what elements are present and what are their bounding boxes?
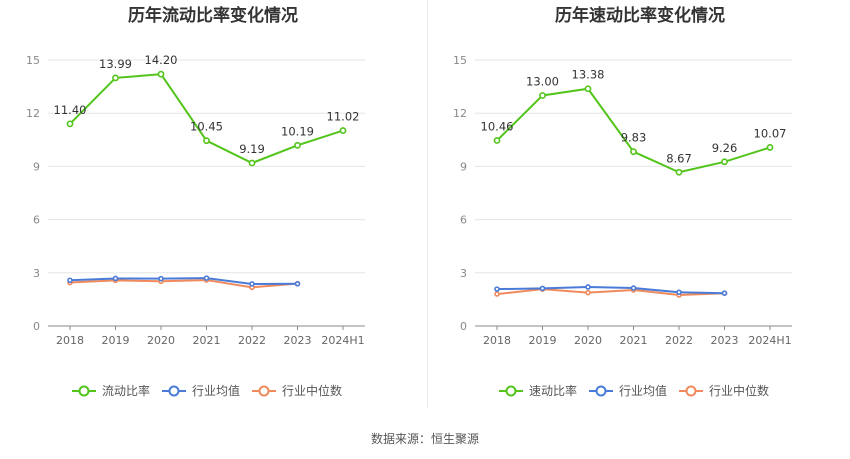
data-point [203, 275, 210, 281]
x-tick-label: 2020 [574, 334, 602, 347]
data-label: 10.07 [754, 126, 787, 140]
data-point [112, 74, 119, 82]
data-point [248, 159, 256, 167]
chart-divider [427, 0, 428, 408]
y-tick-label: 9 [460, 160, 467, 173]
data-point [493, 137, 501, 144]
legend-marker [78, 385, 90, 397]
data-label: 9.83 [621, 131, 647, 145]
y-tick-label: 12 [453, 107, 467, 120]
data-point [630, 285, 637, 291]
y-tick-label: 3 [460, 267, 467, 280]
data-label: 13.99 [99, 57, 132, 71]
data-point [157, 70, 165, 78]
data-label: 10.45 [190, 120, 223, 134]
chart-title: 历年流动比率变化情况 [128, 5, 298, 26]
data-point [675, 168, 683, 176]
data-point [584, 85, 592, 93]
data-point [766, 144, 774, 151]
legend-label: 速动比率 [529, 383, 577, 398]
x-tick-label: 2019 [102, 334, 130, 347]
x-tick-label: 2023 [711, 334, 739, 347]
legend-label: 行业中位数 [282, 383, 342, 398]
legend-item: 速动比率 [499, 383, 577, 398]
data-point [676, 289, 682, 296]
legend-item: 行业均值 [589, 383, 667, 398]
data-point [539, 92, 546, 99]
legend-marker [168, 385, 180, 397]
legend-item: 行业中位数 [679, 383, 769, 398]
legend-item: 行业中位数 [252, 383, 342, 398]
legend-label: 行业均值 [192, 383, 240, 398]
data-point [585, 289, 591, 296]
data-source-note: 数据来源：恒生聚源 [370, 432, 479, 446]
series-line-0 [69, 73, 344, 165]
data-point [249, 281, 255, 287]
data-label: 13.38 [572, 68, 605, 82]
data-label: 8.67 [666, 151, 692, 165]
data-label: 13.00 [526, 74, 559, 88]
series-line-1 [496, 285, 725, 295]
legend-marker [595, 385, 607, 397]
y-tick-label: 3 [33, 267, 40, 280]
legend-item: 流动比率 [72, 383, 150, 398]
y-tick-label: 6 [33, 214, 40, 227]
data-point [721, 158, 728, 166]
data-label: 9.26 [712, 141, 738, 155]
data-point [721, 290, 728, 296]
y-tick-label: 0 [460, 320, 467, 333]
data-point [112, 275, 119, 282]
y-tick-label: 15 [453, 54, 467, 67]
data-point [67, 277, 73, 284]
x-tick-label: 2018 [56, 334, 84, 347]
x-tick-label: 2022 [238, 334, 266, 347]
data-point [294, 280, 301, 287]
data-point [158, 275, 164, 282]
data-point [494, 291, 500, 297]
y-tick-label: 9 [33, 160, 40, 173]
data-label: 10.19 [281, 124, 314, 138]
data-label: 11.02 [327, 110, 360, 124]
x-tick-label: 2020 [147, 334, 175, 347]
x-tick-label: 2021 [620, 334, 648, 347]
x-tick-label: 2022 [665, 334, 693, 347]
series-line-2 [496, 288, 725, 296]
data-label: 11.40 [54, 103, 87, 117]
x-tick-label: 2021 [193, 334, 221, 347]
data-point [539, 285, 546, 292]
x-tick-label: 2019 [529, 334, 557, 347]
x-tick-label: 2023 [284, 334, 312, 347]
legend-label: 行业均值 [619, 383, 667, 398]
data-label: 14.20 [145, 53, 178, 67]
data-point [630, 148, 637, 156]
quick-ratio-chart: 历年速动比率变化情况 0 3 6 9 12 15 2018 2019 2020 2021 2022 20… [453, 5, 792, 398]
data-point [339, 127, 347, 134]
series-line-2 [69, 279, 298, 289]
y-tick-label: 0 [33, 320, 40, 333]
data-point [66, 120, 74, 128]
data-point [294, 141, 301, 149]
data-point [585, 284, 591, 290]
y-tick-label: 6 [460, 214, 467, 227]
y-tick-label: 12 [26, 107, 40, 120]
legend-marker [258, 385, 270, 397]
data-label: 10.46 [481, 120, 514, 134]
data-point [203, 137, 210, 145]
y-tick-label: 15 [26, 54, 40, 67]
legend-label: 流动比率 [102, 383, 150, 398]
series-line-1 [69, 277, 298, 285]
current-ratio-chart: 历年流动比率变化情况 0 3 6 9 12 15 2018 2019 2020 2021 2022 20… [26, 5, 365, 398]
legend-marker [685, 385, 697, 397]
data-label: 9.19 [239, 142, 265, 156]
data-point [494, 286, 500, 292]
x-tick-label: 2024H1 [748, 334, 791, 347]
x-tick-label: 2018 [483, 334, 511, 347]
legend-marker [505, 385, 517, 397]
chart-title: 历年速动比率变化情况 [555, 5, 725, 26]
legend-label: 行业中位数 [709, 383, 769, 398]
legend-item: 行业均值 [162, 383, 240, 398]
x-tick-label: 2024H1 [321, 334, 364, 347]
